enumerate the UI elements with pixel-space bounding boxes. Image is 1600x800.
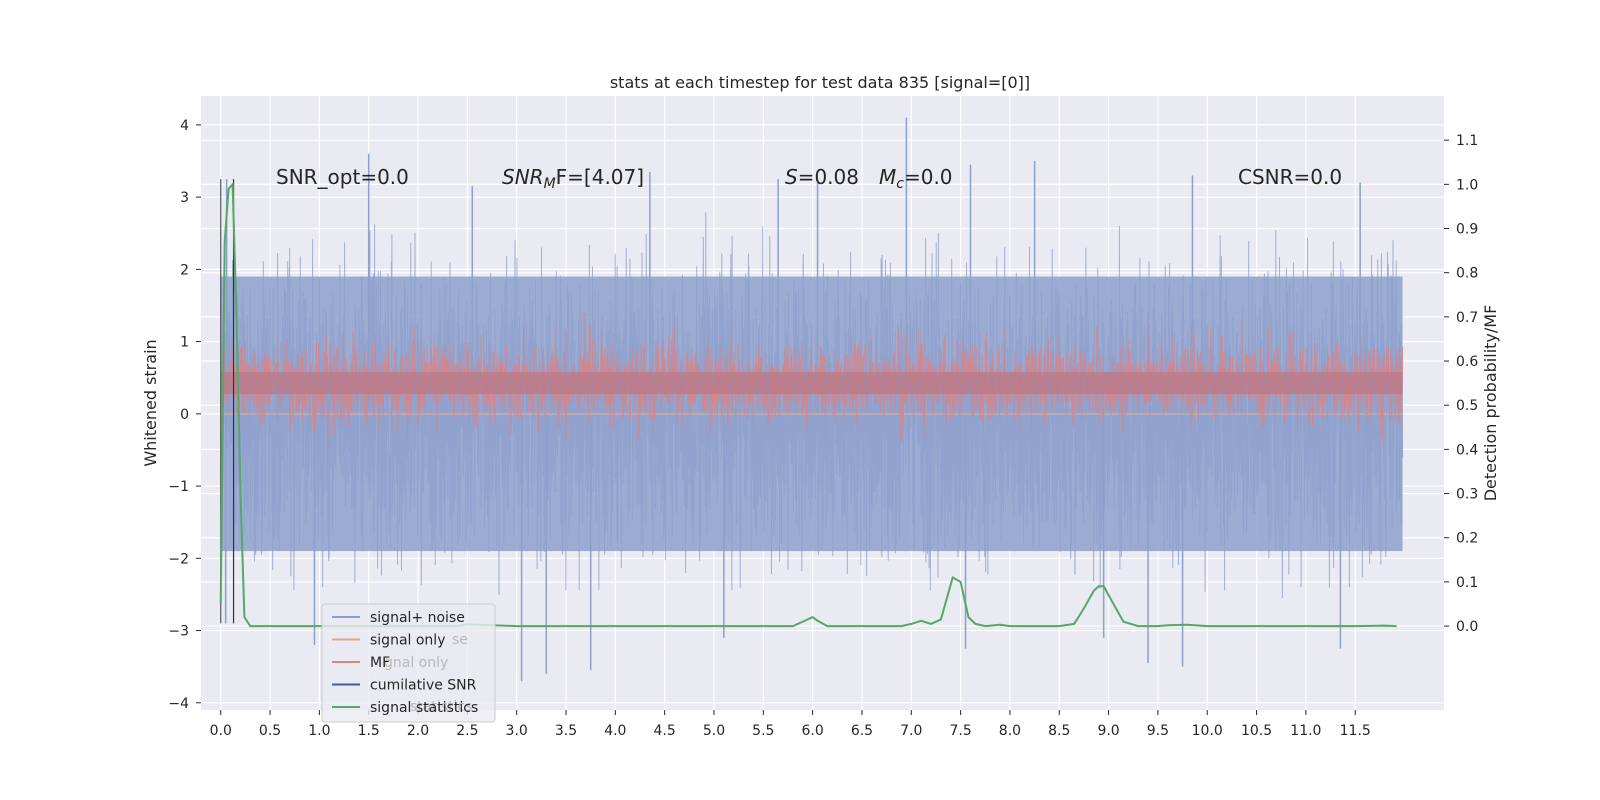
y-right-tick-label: 0.0 bbox=[1456, 619, 1478, 635]
legend-ghost-text: se bbox=[452, 632, 468, 648]
y-tick-label: 4 bbox=[180, 118, 189, 134]
x-tick-label: 8.0 bbox=[999, 723, 1021, 739]
x-tick-label: 8.5 bbox=[1048, 723, 1070, 739]
y-tick-label: 2 bbox=[180, 262, 189, 278]
annotation-mc-main: M bbox=[879, 165, 896, 189]
x-tick-label: 10.5 bbox=[1241, 723, 1272, 739]
legend-ghost-text: gnal only bbox=[384, 655, 448, 671]
y-right-tick-label: 1.1 bbox=[1456, 133, 1478, 149]
x-tick-label: 7.5 bbox=[949, 723, 971, 739]
x-tick-label: 2.0 bbox=[407, 723, 429, 739]
annotation-s-main: S bbox=[785, 165, 798, 189]
x-tick-label: 0.0 bbox=[210, 723, 232, 739]
x-tick-label: 11.5 bbox=[1340, 723, 1371, 739]
legend-label: cumilative SNR bbox=[370, 678, 477, 694]
legend-label: signal statistics bbox=[370, 700, 478, 716]
y-tick-label: 0 bbox=[180, 407, 189, 423]
legend: se gnal only statistics signal+ noisesig… bbox=[321, 603, 496, 723]
annotation-mc: Mc=0.0 bbox=[879, 165, 953, 192]
y-axis-label: Whitened strain bbox=[141, 339, 160, 466]
annotation-snr-opt: SNR_opt=0.0 bbox=[276, 165, 409, 189]
legend-items: signal+ noise signal only MF cumilative SNR… bbox=[332, 610, 478, 716]
x-tick-label: 6.0 bbox=[802, 723, 824, 739]
legend-label: signal+ noise bbox=[370, 610, 465, 626]
annotation-csnr: CSNR=0.0 bbox=[1238, 165, 1342, 189]
x-tick-label: 7.0 bbox=[900, 723, 922, 739]
legend-ghost-text: statistics bbox=[410, 699, 472, 715]
y-tick-label: −3 bbox=[168, 624, 189, 640]
chart-title: stats at each timestep for test data 835… bbox=[610, 73, 1030, 92]
signal-statistics-line bbox=[219, 181, 1397, 628]
mf-band bbox=[220, 372, 1403, 395]
annotation-snr-mf: SNRMF=[4.07] bbox=[502, 165, 644, 192]
annotation-snr-mf-main: SNR bbox=[502, 165, 544, 189]
annotation-s-rest: =0.08 bbox=[798, 165, 859, 189]
y-tick-label: −2 bbox=[168, 551, 189, 567]
annotation-s: S=0.08 bbox=[785, 165, 859, 189]
y-axis-label-right: Detection probability/MF bbox=[1481, 305, 1500, 502]
x-tick-label: 4.5 bbox=[654, 723, 676, 739]
y-right-tick-label: 0.8 bbox=[1456, 266, 1478, 282]
annotation-snr-mf-sub: M bbox=[544, 176, 556, 192]
annotation-mc-rest: =0.0 bbox=[904, 165, 953, 189]
y-right-tick-label: 0.4 bbox=[1456, 442, 1478, 458]
annotations: SNR_opt=0.0 SNRMF=[4.07] S=0.08 Mc=0.0 C… bbox=[276, 165, 1342, 192]
y-axis-left: 4 3 2 1 0 −1 −2 −3 −4 bbox=[168, 118, 201, 712]
y-right-tick-label: 0.7 bbox=[1456, 310, 1478, 326]
y-right-tick-label: 0.9 bbox=[1456, 222, 1478, 238]
x-tick-label: 11.0 bbox=[1290, 723, 1321, 739]
x-tick-label: 4.0 bbox=[604, 723, 626, 739]
x-tick-label: 2.5 bbox=[456, 723, 478, 739]
legend-label: MF bbox=[370, 655, 390, 671]
y-right-tick-label: 0.1 bbox=[1456, 575, 1478, 591]
x-axis: 0.0 0.5 1.0 1.5 2.0 2.5 3.0 3.5 4.0 4.5 5.0 5.5 6.0 6… bbox=[210, 710, 1371, 739]
y-right-tick-label: 0.3 bbox=[1456, 487, 1478, 503]
x-tick-label: 3.5 bbox=[555, 723, 577, 739]
x-tick-label: 3.0 bbox=[506, 723, 528, 739]
y-tick-label: −4 bbox=[168, 696, 189, 712]
y-tick-label: 3 bbox=[180, 190, 189, 206]
y-tick-label: −1 bbox=[168, 479, 189, 495]
x-tick-label: 0.5 bbox=[259, 723, 281, 739]
series-layer bbox=[219, 117, 1404, 682]
y-tick-label: 1 bbox=[180, 335, 189, 351]
x-tick-label: 6.5 bbox=[851, 723, 873, 739]
x-tick-label: 5.5 bbox=[752, 723, 774, 739]
y-right-tick-label: 0.6 bbox=[1456, 354, 1478, 370]
x-tick-label: 1.0 bbox=[308, 723, 330, 739]
x-tick-label: 5.0 bbox=[703, 723, 725, 739]
y-axis-right: 1.1 1.0 0.9 0.8 0.7 0.6 0.5 0.4 0.3 0.2 0.1 0.0 bbox=[1444, 133, 1478, 635]
annotation-mc-sub: c bbox=[896, 176, 904, 192]
x-tick-label: 9.5 bbox=[1147, 723, 1169, 739]
y-right-tick-label: 0.2 bbox=[1456, 531, 1478, 547]
x-tick-label: 9.0 bbox=[1097, 723, 1119, 739]
y-right-tick-label: 0.5 bbox=[1456, 398, 1478, 414]
y-right-tick-label: 1.0 bbox=[1456, 177, 1478, 193]
legend-box bbox=[321, 603, 496, 723]
x-tick-label: 1.5 bbox=[358, 723, 380, 739]
legend-label: signal only bbox=[370, 633, 445, 649]
annotation-snr-mf-rest: F=[4.07] bbox=[556, 165, 644, 189]
x-tick-label: 10.0 bbox=[1192, 723, 1223, 739]
